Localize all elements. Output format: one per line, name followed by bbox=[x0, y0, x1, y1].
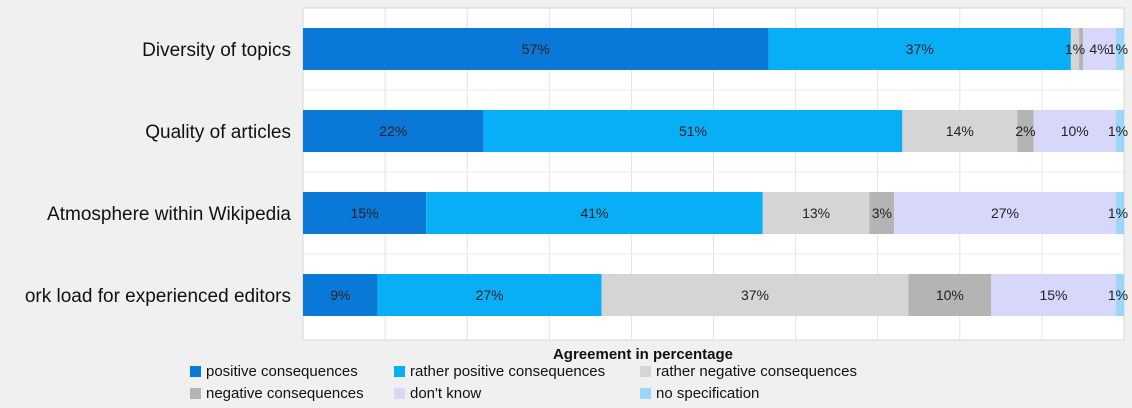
category-label: Diversity of topics bbox=[142, 40, 291, 61]
legend-label: rather negative consequences bbox=[656, 363, 857, 380]
bar-segment bbox=[894, 192, 1116, 234]
bar-segment bbox=[869, 192, 895, 234]
legend-item: negative consequences bbox=[190, 385, 364, 402]
legend-item: don't know bbox=[394, 385, 481, 402]
bar-segment bbox=[762, 192, 870, 234]
bar-value-label: 37% bbox=[741, 287, 769, 303]
legend-label: positive consequences bbox=[206, 363, 358, 380]
legend-swatch bbox=[394, 388, 405, 399]
bar-segment bbox=[1115, 192, 1124, 234]
bar-value-label: 14% bbox=[946, 123, 974, 139]
bar-value-label: 57% bbox=[522, 41, 550, 57]
legend-swatch bbox=[640, 388, 651, 399]
legend-item: rather positive consequences bbox=[394, 363, 605, 380]
legend-swatch bbox=[640, 366, 651, 377]
legend-swatch bbox=[394, 366, 405, 377]
bar-segment bbox=[1115, 28, 1124, 70]
bar-segment bbox=[483, 110, 903, 152]
bar-segment bbox=[377, 274, 602, 316]
bar-value-label: 1% bbox=[1108, 287, 1128, 303]
legend-item: rather negative consequences bbox=[640, 363, 857, 380]
bar-segment bbox=[426, 192, 763, 234]
bar-value-label: 37% bbox=[906, 41, 934, 57]
bar-labels: 57% 37% 1% 4%1%22% 51% 14% 2% 10% 1%15% 41% 13% 3% 2… bbox=[330, 41, 1128, 303]
bar-value-label: 9% bbox=[330, 287, 350, 303]
bar-segment bbox=[991, 274, 1116, 316]
bar-segment bbox=[768, 28, 1071, 70]
bar-segment bbox=[1083, 28, 1116, 70]
bar-segment bbox=[1115, 110, 1124, 152]
legend-swatch bbox=[190, 366, 201, 377]
bar-value-label: 10% bbox=[936, 287, 964, 303]
bar-segment bbox=[1115, 274, 1124, 316]
bar-segment bbox=[1070, 28, 1080, 70]
category-label: ork load for experienced editors bbox=[25, 286, 291, 307]
bar-value-label: 15% bbox=[351, 205, 379, 221]
legend-label: no specification bbox=[656, 385, 759, 402]
category-label: Atmosphere within Wikipedia bbox=[47, 204, 291, 225]
bar-segment bbox=[303, 28, 769, 70]
legend-label: negative consequences bbox=[206, 385, 364, 402]
bar-value-label: 10% bbox=[1061, 123, 1089, 139]
bar-value-label: 1% bbox=[1065, 41, 1085, 57]
legend-item: positive consequences bbox=[190, 363, 358, 380]
bar-value-label: 22% bbox=[379, 123, 407, 139]
bar-value-label: 15% bbox=[1039, 287, 1067, 303]
bar-value-label: 41% bbox=[580, 205, 608, 221]
bars bbox=[303, 28, 1124, 316]
bar-value-label: 2% bbox=[1015, 123, 1035, 139]
legend-label: don't know bbox=[410, 385, 481, 402]
category-label: Quality of articles bbox=[145, 122, 291, 143]
bar-segment bbox=[303, 110, 484, 152]
bar-value-label: 27% bbox=[991, 205, 1019, 221]
bar-value-label: 4% bbox=[1089, 41, 1109, 57]
bar-segment bbox=[303, 192, 427, 234]
bar-segment bbox=[902, 110, 1018, 152]
bar-segment bbox=[601, 274, 909, 316]
bar-value-label: 13% bbox=[802, 205, 830, 221]
bar-value-label: 3% bbox=[872, 205, 892, 221]
bar-value-label: 1% bbox=[1108, 205, 1128, 221]
bar-value-label: 1% bbox=[1108, 41, 1128, 57]
bar-segment bbox=[1033, 110, 1116, 152]
x-axis-title: Agreement in percentage bbox=[553, 346, 733, 363]
bar-value-label: 1% bbox=[1108, 123, 1128, 139]
bar-segment bbox=[1079, 28, 1084, 70]
bar-segment bbox=[1017, 110, 1034, 152]
legend-label: rather positive consequences bbox=[410, 363, 605, 380]
legend: positive consequences rather positive con… bbox=[190, 363, 857, 402]
legend-swatch bbox=[190, 388, 201, 399]
legend-item: no specification bbox=[640, 385, 759, 402]
bar-segment bbox=[303, 274, 378, 316]
category-labels: Diversity of topics Quality of articles At… bbox=[25, 40, 292, 307]
bar-value-label: 27% bbox=[476, 287, 504, 303]
bar-segment bbox=[908, 274, 992, 316]
bar-value-label: 51% bbox=[679, 123, 707, 139]
